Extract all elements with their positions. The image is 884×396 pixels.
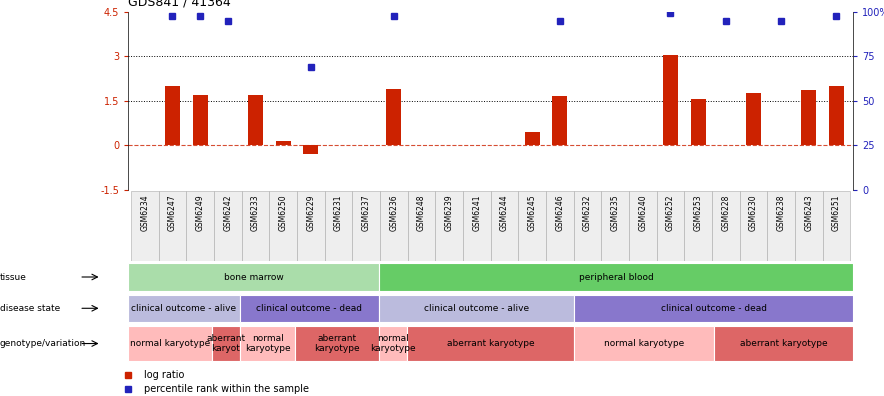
Text: clinical outcome - dead: clinical outcome - dead <box>256 304 362 313</box>
Bar <box>164 86 180 145</box>
Bar <box>240 295 379 322</box>
Bar <box>187 191 214 261</box>
Bar <box>158 191 187 261</box>
Bar <box>657 191 684 261</box>
Bar <box>270 191 297 261</box>
Bar <box>713 326 853 361</box>
Bar <box>131 191 158 261</box>
Text: normal
karyotype: normal karyotype <box>370 334 415 353</box>
Bar <box>241 191 270 261</box>
Bar <box>823 191 850 261</box>
Bar <box>801 90 817 145</box>
Bar <box>829 86 844 145</box>
Text: GSM6237: GSM6237 <box>362 195 370 231</box>
Bar <box>193 95 208 145</box>
Bar <box>353 191 380 261</box>
Text: normal
karyotype: normal karyotype <box>245 334 290 353</box>
Bar <box>546 191 574 261</box>
Text: GSM6229: GSM6229 <box>306 195 316 231</box>
Text: GSM6242: GSM6242 <box>224 195 232 231</box>
Bar <box>240 326 295 361</box>
Bar <box>128 263 379 291</box>
Text: clinical outcome - alive: clinical outcome - alive <box>424 304 530 313</box>
Bar <box>295 326 379 361</box>
Text: bone marrow: bone marrow <box>224 272 284 282</box>
Bar <box>379 295 575 322</box>
Bar <box>518 191 546 261</box>
Text: aberrant karyotype: aberrant karyotype <box>740 339 827 348</box>
Text: percentile rank within the sample: percentile rank within the sample <box>144 385 309 394</box>
Text: clinical outcome - dead: clinical outcome - dead <box>660 304 766 313</box>
Text: GDS841 / 41364: GDS841 / 41364 <box>128 0 231 9</box>
Bar <box>767 191 795 261</box>
Bar <box>746 93 761 145</box>
Text: normal karyotype: normal karyotype <box>130 339 210 348</box>
Bar <box>601 191 629 261</box>
Text: GSM6253: GSM6253 <box>694 195 703 231</box>
Text: GSM6233: GSM6233 <box>251 195 260 231</box>
Bar <box>324 191 353 261</box>
Bar <box>214 191 241 261</box>
Text: GSM6243: GSM6243 <box>804 195 813 231</box>
Bar <box>407 326 575 361</box>
Text: GSM6249: GSM6249 <box>195 195 204 231</box>
Text: aberrant
karyot: aberrant karyot <box>206 334 246 353</box>
Bar <box>212 326 240 361</box>
Bar <box>684 191 712 261</box>
Text: GSM6251: GSM6251 <box>832 195 841 231</box>
Bar <box>379 326 407 361</box>
Text: GSM6244: GSM6244 <box>500 195 509 231</box>
Text: GSM6246: GSM6246 <box>555 195 564 231</box>
Text: GSM6236: GSM6236 <box>389 195 399 231</box>
Text: GSM6235: GSM6235 <box>611 195 620 231</box>
Bar <box>297 191 324 261</box>
Text: normal karyotype: normal karyotype <box>604 339 684 348</box>
Bar <box>379 263 853 291</box>
Bar <box>463 191 491 261</box>
Bar <box>408 191 435 261</box>
Text: GSM6239: GSM6239 <box>445 195 453 231</box>
Bar <box>386 89 401 145</box>
Bar <box>663 55 678 145</box>
Bar <box>690 99 705 145</box>
Bar <box>276 141 291 145</box>
Bar <box>303 145 318 154</box>
Bar <box>524 132 540 145</box>
Bar <box>380 191 408 261</box>
Text: GSM6231: GSM6231 <box>334 195 343 231</box>
Bar <box>435 191 463 261</box>
Text: GSM6248: GSM6248 <box>417 195 426 231</box>
Text: tissue: tissue <box>0 272 27 282</box>
Text: GSM6234: GSM6234 <box>141 195 149 231</box>
Text: GSM6230: GSM6230 <box>749 195 758 231</box>
Bar <box>575 295 853 322</box>
Text: GSM6241: GSM6241 <box>472 195 481 231</box>
Text: GSM6232: GSM6232 <box>583 195 592 231</box>
Text: GSM6238: GSM6238 <box>777 195 786 231</box>
Bar <box>629 191 657 261</box>
Text: log ratio: log ratio <box>144 369 185 380</box>
Text: disease state: disease state <box>0 304 60 313</box>
Bar <box>128 295 240 322</box>
Bar <box>128 326 212 361</box>
Text: GSM6240: GSM6240 <box>638 195 647 231</box>
Bar <box>574 191 601 261</box>
Bar <box>552 96 568 145</box>
Text: GSM6250: GSM6250 <box>278 195 287 231</box>
Text: aberrant
karyotype: aberrant karyotype <box>315 334 360 353</box>
Text: peripheral blood: peripheral blood <box>579 272 653 282</box>
Bar <box>795 191 823 261</box>
Bar <box>248 95 263 145</box>
Text: clinical outcome - alive: clinical outcome - alive <box>132 304 237 313</box>
Text: aberrant karyotype: aberrant karyotype <box>446 339 535 348</box>
Text: GSM6247: GSM6247 <box>168 195 177 231</box>
Text: GSM6228: GSM6228 <box>721 195 730 231</box>
Bar <box>575 326 713 361</box>
Bar <box>712 191 740 261</box>
Bar <box>491 191 518 261</box>
Text: genotype/variation: genotype/variation <box>0 339 87 348</box>
Text: GSM6252: GSM6252 <box>666 195 675 231</box>
Text: GSM6245: GSM6245 <box>528 195 537 231</box>
Bar <box>740 191 767 261</box>
